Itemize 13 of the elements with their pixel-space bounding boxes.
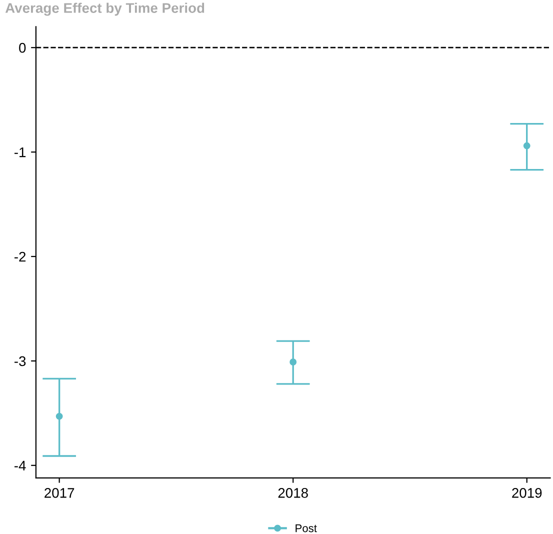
x-tick-label: 2017 bbox=[44, 488, 74, 498]
legend-label: Post bbox=[296, 524, 317, 532]
x-tick-label: 2019 bbox=[512, 488, 542, 498]
y-tick-label: -2 bbox=[14, 252, 26, 262]
y-tick-label: -4 bbox=[14, 460, 26, 470]
point bbox=[523, 142, 530, 150]
point bbox=[56, 412, 63, 420]
y-tick-label: -1 bbox=[14, 148, 26, 158]
y-tick-label: 0 bbox=[19, 42, 26, 53]
y-tick-label: -3 bbox=[14, 356, 26, 366]
chart-title: Average Effect by Time Period bbox=[5, 2, 204, 16]
x-tick-label: 2018 bbox=[278, 488, 308, 498]
point bbox=[290, 358, 297, 366]
